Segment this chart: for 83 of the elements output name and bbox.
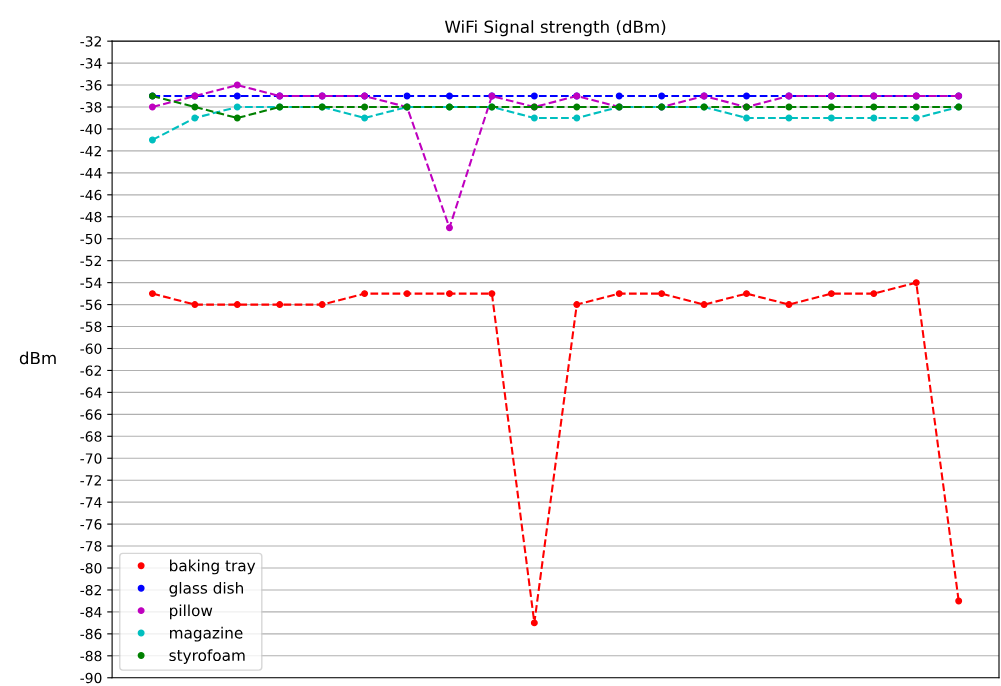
- legend-label: baking tray: [170, 559, 256, 575]
- point: [955, 597, 963, 605]
- y-tick-label: -50: [80, 233, 102, 245]
- y-tick-label: -42: [80, 145, 101, 157]
- y-tick-label: -90: [80, 672, 102, 684]
- y-tick-label: -60: [80, 343, 102, 354]
- point: [148, 290, 156, 298]
- point: [445, 290, 453, 298]
- point: [870, 114, 878, 122]
- y-tick-label: -40: [80, 123, 102, 135]
- point: [785, 301, 793, 309]
- y-tick-label: -32: [80, 36, 101, 47]
- point: [233, 114, 241, 122]
- point: [488, 290, 496, 298]
- point: [191, 103, 199, 111]
- y-tick-label: -36: [80, 80, 102, 91]
- y-tick-label: -84: [80, 606, 102, 618]
- y-tick-label: -76: [80, 519, 102, 530]
- y-tick-label: -58: [80, 321, 102, 333]
- point: [148, 103, 156, 111]
- y-tick-label: -38: [80, 101, 102, 113]
- point: [615, 92, 623, 100]
- point: [191, 301, 199, 309]
- point: [700, 301, 708, 309]
- point: [912, 114, 920, 122]
- y-tick-label: -78: [80, 541, 102, 552]
- point: [530, 92, 538, 100]
- legend-label: magazine: [170, 626, 243, 642]
- point: [573, 301, 581, 309]
- point: [276, 301, 284, 309]
- point: [743, 114, 750, 122]
- point: [445, 224, 453, 232]
- point: [870, 103, 878, 111]
- chart-title: WiFi Signal strength (dBm): [444, 20, 666, 37]
- legend-label: glass dish: [169, 581, 244, 597]
- point: [233, 301, 241, 309]
- point: [233, 103, 241, 111]
- y-tick-label: -64: [80, 387, 102, 398]
- legend-label: styrofoam: [169, 649, 245, 665]
- point: [361, 114, 369, 122]
- point: [573, 114, 581, 122]
- point: [827, 103, 835, 111]
- y-tick-label: -46: [80, 189, 102, 201]
- point: [615, 290, 623, 298]
- y-axis-title: dBm: [19, 351, 56, 365]
- y-tick-label: -44: [80, 168, 102, 179]
- y-tick-label: -72: [80, 475, 101, 486]
- legend-label: pillow: [170, 604, 213, 620]
- y-tick-label: -70: [80, 453, 102, 464]
- y-tick-label: -56: [80, 299, 102, 311]
- y-tick-label: -54: [80, 277, 102, 289]
- point: [403, 290, 411, 298]
- y-tick-label: -86: [80, 628, 102, 640]
- y-tick-label: -82: [80, 584, 101, 596]
- point: [530, 619, 538, 627]
- y-tick-label: -88: [80, 650, 102, 662]
- point: [658, 92, 666, 100]
- point: [530, 114, 538, 122]
- point: [318, 301, 326, 309]
- y-tick-label: -62: [80, 365, 101, 376]
- y-tick-label: -68: [80, 431, 102, 442]
- y-tick-label: -66: [80, 409, 102, 420]
- point: [573, 103, 581, 111]
- point: [445, 92, 453, 100]
- point: [361, 290, 369, 298]
- y-tick-label: -34: [80, 58, 102, 69]
- point: [870, 290, 878, 298]
- point: [361, 103, 369, 111]
- y-tick-label: -48: [80, 211, 102, 223]
- point: [148, 136, 156, 144]
- y-tick-label: -52: [80, 255, 101, 267]
- point: [743, 92, 750, 100]
- point: [658, 290, 666, 298]
- y-tick-label: -74: [80, 497, 102, 508]
- point: [912, 103, 920, 111]
- point: [191, 114, 199, 122]
- point: [827, 290, 835, 298]
- point: [233, 81, 241, 89]
- y-tick-label: -80: [80, 562, 102, 574]
- point: [233, 92, 241, 100]
- point: [827, 114, 835, 122]
- point: [912, 279, 920, 287]
- point: [743, 290, 750, 298]
